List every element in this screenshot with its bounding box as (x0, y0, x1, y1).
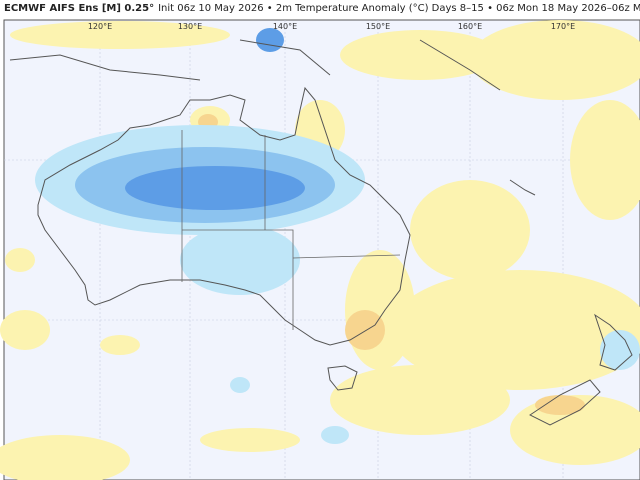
cold-anomaly (35, 28, 640, 444)
coastlines (9, 39, 633, 426)
lon-label: 130°E (178, 22, 202, 31)
warm-anomaly (0, 20, 640, 480)
run-info: Init 06z 10 May 2026 • 2m Temperature An… (158, 3, 640, 14)
lon-labels: 120°E 130°E 140°E 150°E 160°E 170°E (88, 22, 575, 31)
lon-label: 170°E (551, 22, 575, 31)
state-borders (181, 130, 401, 330)
header: ECMWF AIFS Ens [M] 0.25° Init 06z 10 May … (4, 3, 640, 14)
lon-label: 160°E (458, 22, 482, 31)
lon-label: 120°E (88, 22, 112, 31)
model-name: ECMWF AIFS Ens [M] 0.25° (4, 3, 155, 14)
lon-label: 140°E (273, 22, 297, 31)
lon-label: 150°E (366, 22, 390, 31)
